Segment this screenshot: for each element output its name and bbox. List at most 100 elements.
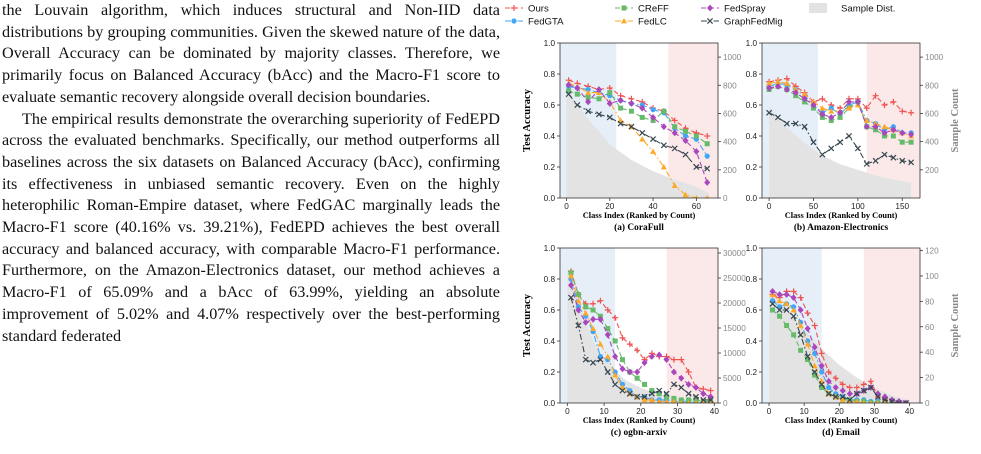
data-point-graphfedmig [828,145,835,152]
data-point-creff [575,292,581,297]
x-axis-label: Class Index (Ranked by Count) [583,416,696,425]
data-point-creff [812,372,818,378]
y-tick-label: 0.6 [746,306,758,315]
data-point-ours [704,133,711,139]
data-point-ours [867,378,874,385]
data-point-graphfedmig [604,368,611,376]
data-point-fedspray [656,351,663,359]
data-point-creff [607,90,613,96]
data-point-fedspray [641,359,648,367]
data-point-ours [597,297,604,304]
panel-caption: (b) Amazon-Electronics [794,222,889,233]
data-point-graphfedmig [783,120,790,127]
data-point-graphfedmig [682,151,689,158]
shaded-region-red [666,248,718,403]
data-point-fedspray [837,109,844,117]
data-point-graphfedmig [895,399,902,403]
data-point-fedlc [708,400,713,403]
data-point-creff [671,395,677,401]
data-point-fedspray [619,365,626,373]
y-tick-label: 0.2 [544,368,556,377]
data-point-fedspray [575,306,582,314]
data-point-creff [566,88,572,94]
legend-marker-graphfedmig [706,17,714,25]
data-point-graphfedmig [846,396,853,403]
x-tick-label: 20 [636,407,646,416]
data-point-ours [863,105,870,112]
data-point-fedspray [863,123,870,131]
data-point-fedspray [678,374,685,382]
data-point-ours [860,381,867,388]
data-point-graphfedmig [818,381,825,388]
data-point-graphfedmig [628,123,635,130]
data-point-graphfedmig [899,157,906,164]
data-point-fedspray [776,291,783,298]
legend-label-graphfedmig: GraphFedMig [724,17,783,28]
data-point-graphfedmig [874,393,881,400]
panel-caption: (d) Email [822,427,860,438]
series-line-graphfedmig [568,93,708,170]
legend-marker-fedgta [511,18,517,24]
data-point-graphfedmig [656,387,663,394]
data-point-fedspray [811,343,818,351]
data-point-fedlc [845,105,852,111]
data-point-graphfedmig [617,120,624,127]
x-tick-label: 0 [565,407,570,416]
data-point-fedlc [694,195,699,198]
y-tick-label: 0.4 [746,132,758,141]
y-tick-label: 0.0 [544,194,556,203]
y-tick-label: 0.0 [746,399,758,408]
data-point-ours [890,98,897,105]
data-point-graphfedmig [792,120,799,127]
data-point-fedspray [628,100,635,107]
data-point-ours [670,356,677,363]
y2-tick-label: 600 [723,109,737,118]
data-point-creff [686,397,692,403]
y2-axis-label: Sample Count [950,88,961,152]
data-point-creff [683,128,689,134]
data-point-graphfedmig [819,151,826,158]
y-tick-label: 0.6 [746,101,758,110]
data-point-ours [832,375,839,382]
data-point-creff [583,304,589,310]
data-point-fedlc [656,398,662,403]
data-point-fedlc [801,91,808,97]
data-point-ours [853,384,860,391]
data-point-graphfedmig [663,390,670,397]
data-point-ours [797,294,804,301]
legend-item-fedlc: FedLC [615,17,667,28]
series-fedspray [766,83,915,138]
data-point-fedspray [648,353,655,360]
data-point-creff [642,381,648,387]
data-point-fedspray [685,381,692,388]
data-point-graphfedmig [582,356,589,363]
y-tick-label: 0.2 [746,368,758,377]
y-tick-label: 0.8 [544,70,556,79]
y2-tick-label: 0 [723,194,728,203]
data-point-fedlc [854,398,860,403]
data-point-fedlc [575,297,582,304]
data-point-fedlc [811,362,818,369]
data-point-fedspray [565,81,572,89]
data-point-fedspray [585,98,592,106]
data-point-graphfedmig [902,399,909,403]
data-point-fedspray [783,291,790,298]
data-point-creff [618,105,624,111]
legend-label-ours: Ours [528,4,549,15]
data-point-graphfedmig [769,300,776,307]
data-point-fedspray [774,83,781,90]
legend-label-sample-dist: Sample Dist. [841,4,895,15]
data-point-fedlc [783,300,790,307]
legend-label-creff: CReFF [638,4,669,15]
y2-tick-label: 400 [925,138,939,147]
legend-item-creff: CReFF [615,4,669,15]
data-point-fedspray [692,384,699,391]
data-point-graphfedmig [863,160,870,167]
data-point-ours [634,347,641,354]
data-point-fedspray [881,129,888,137]
x-tick-label: 60 [692,202,702,211]
data-point-creff [605,326,611,332]
data-point-fedgta [828,105,834,111]
data-point-graphfedmig [567,294,575,301]
axes-frame [559,42,719,199]
